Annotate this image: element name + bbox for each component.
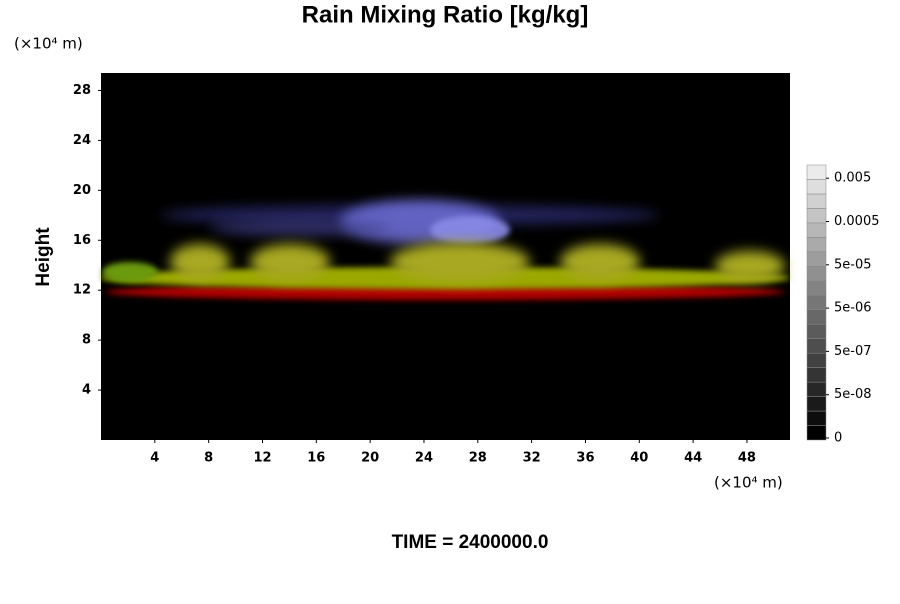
chart-title: Rain Mixing Ratio [kg/kg] [302, 1, 589, 28]
colorbar-cell [806, 280, 827, 296]
colorbar-cell [806, 309, 827, 325]
colorbar-cell [806, 381, 827, 397]
x-tick-label: 12 [253, 451, 271, 466]
colorbar-cell [806, 425, 827, 441]
colorbar-cell [806, 338, 827, 354]
colorbar-tick-label: 5e-05 [834, 257, 872, 272]
colorbar-cell [806, 266, 827, 282]
y-unit: (×10⁴ m) [14, 35, 83, 53]
colorbar-cell [806, 193, 827, 209]
y-tick-label: 8 [82, 333, 91, 348]
volume-render [100, 200, 790, 300]
colorbar-cell [806, 222, 827, 238]
colorbar-cell [806, 179, 827, 195]
x-tick-label: 8 [204, 451, 213, 466]
x-tick-label: 20 [361, 451, 379, 466]
colorbar-tick-label: 5e-06 [834, 301, 872, 316]
colorbar-tick-label: 0 [834, 431, 842, 446]
colorbar-cell [806, 237, 827, 253]
y-tick-label: 12 [73, 283, 91, 298]
colorbar-cell [806, 295, 827, 310]
colorbar-cell [806, 208, 827, 224]
colorbar-tick-label: 5e-08 [834, 387, 872, 402]
x-tick-label: 24 [415, 451, 433, 466]
y-tick-label: 28 [73, 83, 91, 98]
colorbar-tick-label: 0.005 [834, 171, 871, 186]
colorbar-cell [806, 367, 827, 383]
colorbar-cell [806, 352, 827, 368]
y-axis-label: Height [33, 227, 54, 287]
colorbar-cell [806, 410, 827, 426]
x-tick-label: 40 [630, 451, 648, 466]
colorbar-cell [806, 396, 827, 412]
colorbar-cell [806, 323, 827, 339]
colorbar-tick-label: 5e-07 [834, 344, 872, 359]
x-tick-label: 32 [523, 451, 541, 466]
x-tick-label: 48 [738, 451, 756, 466]
y-tick-label: 4 [82, 383, 91, 398]
colorbar-cell [806, 251, 827, 267]
colorbar-cell [806, 164, 827, 180]
time-label: TIME = 2400000.0 [392, 532, 549, 553]
y-tick-label: 16 [73, 233, 91, 248]
x-tick-label: 44 [684, 451, 702, 466]
x-tick-label: 4 [150, 451, 159, 466]
x-tick-label: 28 [469, 451, 487, 466]
x-unit: (×10⁴ m) [714, 474, 783, 492]
x-tick-label: 16 [307, 451, 325, 466]
y-tick-label: 24 [73, 133, 91, 148]
y-tick-label: 20 [73, 183, 91, 198]
colorbar-tick-label: 0.0005 [834, 214, 880, 229]
x-tick-label: 36 [576, 451, 594, 466]
